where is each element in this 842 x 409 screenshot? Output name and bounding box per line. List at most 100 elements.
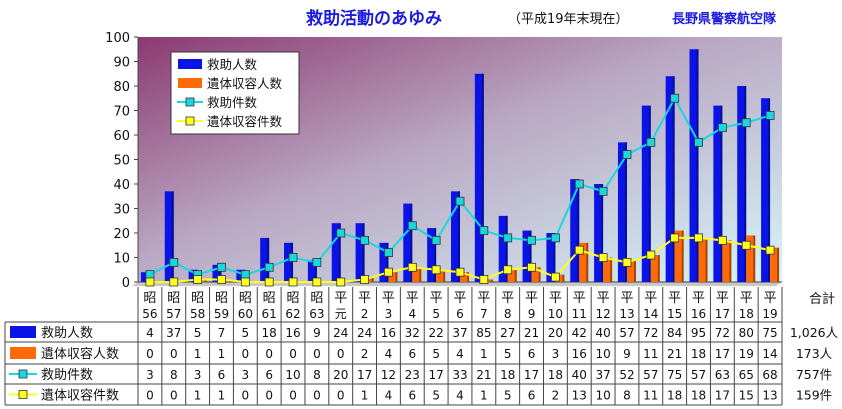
rescue-cases-point [551, 233, 560, 243]
table-cell: 18 [262, 326, 277, 340]
x-category-era: 昭 [215, 291, 228, 306]
table-cell: 37 [595, 368, 610, 382]
bar-shadow [577, 179, 580, 282]
x-category-era: 平 [334, 291, 347, 306]
table-cell: 37 [166, 326, 181, 340]
table-cell: 10 [595, 389, 610, 403]
table-cell: 5 [194, 326, 202, 340]
x-category-year: 12 [595, 307, 610, 321]
bar-shadow [467, 272, 469, 282]
rescue-people-bar [546, 233, 556, 282]
bar-shadow [314, 259, 317, 282]
body-recovery-cases-point [169, 277, 179, 287]
bar-shadow [624, 142, 627, 282]
table-cell: 0 [337, 347, 345, 361]
rescue-cases-point [598, 186, 608, 196]
y-tick-label: 40 [113, 178, 130, 193]
x-category-year: 5 [432, 307, 440, 321]
table-cell: 0 [265, 389, 273, 403]
bar-shadow [386, 242, 389, 282]
body-recovery-cases-point [407, 262, 417, 272]
table-cell: 24 [357, 326, 372, 340]
x-category-year: 60 [238, 307, 253, 321]
table-cell: 1 [218, 389, 226, 403]
table-cell: 6 [408, 347, 416, 361]
table-cell: 6 [528, 389, 536, 403]
table-cell: 33 [452, 368, 467, 382]
body-recovery-cases-point [527, 262, 536, 272]
legend-swatch [178, 78, 202, 88]
table-cell: 10 [285, 368, 300, 382]
x-category-year: 元 [335, 307, 347, 321]
table-cell: 10 [595, 347, 610, 361]
x-category-year: 57 [166, 307, 181, 321]
table-cell: 3 [552, 347, 560, 361]
table-cell: 1 [480, 389, 488, 403]
table-cell: 6 [218, 368, 226, 382]
y-tick-label: 100 [105, 31, 130, 46]
rescue-cases-point [622, 150, 632, 160]
bar-shadow [705, 237, 708, 282]
table-cell: 3 [194, 368, 202, 382]
bar-shadow [601, 184, 604, 282]
recovered-bodies-bar [722, 240, 732, 282]
body-recovery-cases-point [288, 277, 298, 287]
bar-shadow [610, 257, 613, 282]
x-category-year: 62 [285, 307, 300, 321]
legend-label: 救助件数 [207, 95, 258, 110]
recovered-bodies-bar [603, 257, 613, 282]
rescue-cases-point [646, 137, 656, 147]
x-category-era: 平 [620, 291, 633, 306]
rescue-cases-point [407, 221, 417, 231]
bar-shadow [410, 203, 413, 282]
table-cell: 95 [691, 326, 706, 340]
rescue-people-bar [355, 223, 365, 282]
bar-shadow [338, 223, 341, 282]
x-category-era: 平 [597, 291, 610, 306]
x-category-era: 平 [406, 291, 419, 306]
x-category-era: 平 [716, 291, 729, 306]
table-cell: 65 [739, 368, 754, 382]
rescue-cases-point [431, 235, 441, 245]
table-cell: 23 [405, 368, 420, 382]
row-total: 173人 [796, 346, 833, 361]
table-cell: 0 [265, 347, 273, 361]
rescue-people-bar [236, 269, 246, 282]
x-category-era: 昭 [143, 291, 156, 306]
table-cell: 18 [500, 368, 515, 382]
table-cell: 40 [572, 368, 587, 382]
rescue-people-bar [212, 264, 222, 282]
table-cell: 80 [739, 326, 754, 340]
recovered-bodies-bar [770, 247, 780, 282]
table-cell: 5 [504, 347, 512, 361]
x-category-era: 昭 [167, 291, 180, 306]
bar-shadow [371, 277, 374, 282]
body-recovery-cases-point [145, 277, 155, 287]
table-cell: 14 [762, 347, 777, 361]
table-cell: 21 [524, 326, 539, 340]
recovered-bodies-bar [698, 237, 708, 282]
table-cell: 72 [643, 326, 658, 340]
table-cell: 4 [456, 389, 464, 403]
y-tick-label: 70 [113, 105, 130, 120]
x-category-year: 3 [385, 307, 393, 321]
rescue-people-bar [522, 230, 532, 282]
bar-shadow [505, 215, 508, 282]
rescue-people-bar [403, 203, 413, 282]
rescue-people-bar [665, 76, 675, 282]
x-category-era: 平 [358, 291, 371, 306]
x-category-year: 56 [142, 307, 157, 321]
body-recovery-cases-point [193, 275, 203, 284]
recovered-bodies-bar [436, 269, 446, 282]
bar-shadow [753, 235, 756, 282]
table-cell: 32 [405, 326, 420, 340]
x-category-era: 平 [573, 291, 586, 306]
body-recovery-cases-point [551, 272, 560, 282]
table-cell: 20 [548, 326, 563, 340]
rescue-cases-point [217, 262, 226, 272]
table-cell: 16 [572, 347, 587, 361]
table-cell: 37 [452, 326, 467, 340]
table-cell: 85 [476, 326, 491, 340]
table-cell: 16 [285, 326, 300, 340]
